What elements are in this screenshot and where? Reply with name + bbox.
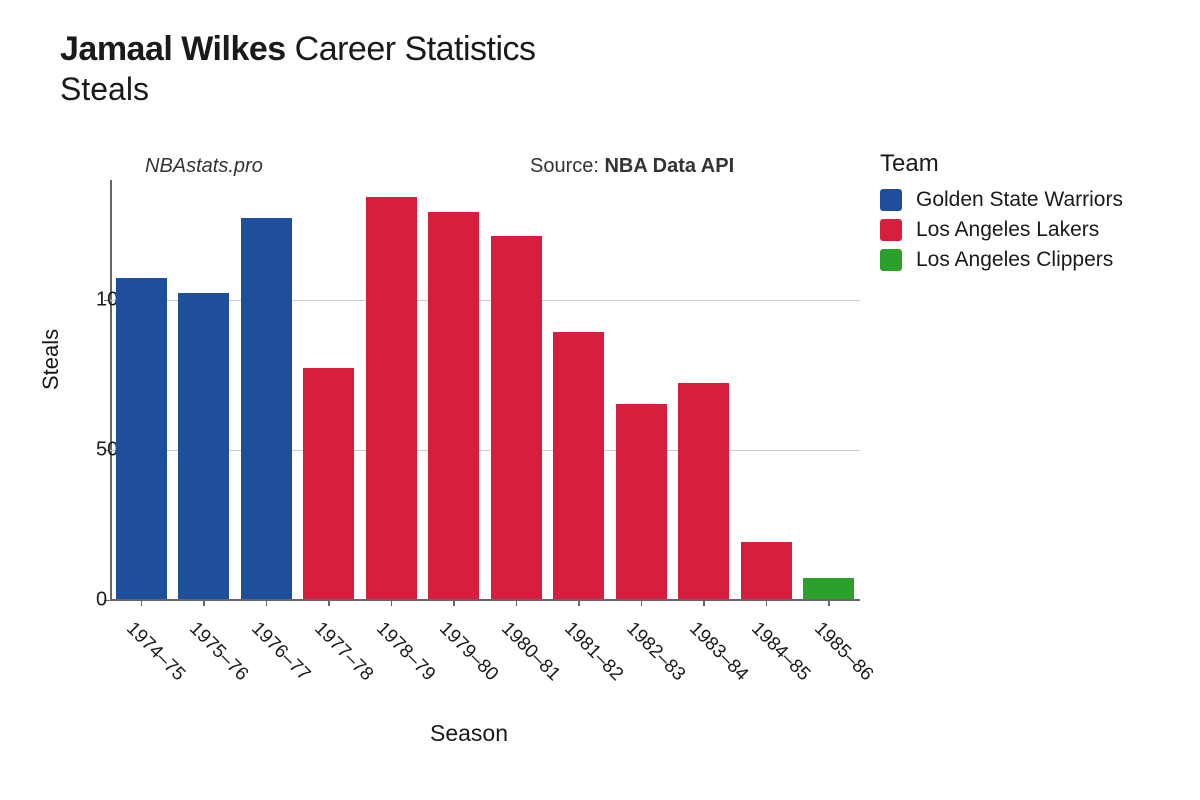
bar (303, 368, 354, 599)
bar (366, 197, 417, 599)
bar (428, 212, 479, 599)
bar (491, 236, 542, 599)
legend: Team Golden State Warriors Los Angeles La… (880, 150, 1123, 278)
legend-label: Los Angeles Lakers (916, 218, 1099, 242)
x-tick (703, 600, 705, 606)
x-tick (578, 600, 580, 606)
x-tick (141, 600, 143, 606)
x-tick-label: 1976–77 (247, 618, 315, 686)
x-tick (203, 600, 205, 606)
x-tick (328, 600, 330, 606)
title-player-name: Jamaal Wilkes (60, 30, 286, 68)
credit-source-name: NBA Data API (604, 155, 734, 177)
bar (741, 542, 792, 599)
bar (116, 278, 167, 599)
x-tick-label: 1980–81 (497, 618, 565, 686)
x-tick (766, 600, 768, 606)
credit-source: Source: NBA Data API (530, 155, 734, 178)
title-suffix: Career Statistics (295, 30, 536, 68)
y-axis-line (110, 180, 112, 600)
legend-title: Team (880, 150, 1123, 178)
bar (616, 404, 667, 599)
x-tick (516, 600, 518, 606)
x-axis-line (110, 599, 860, 601)
legend-item: Los Angeles Lakers (880, 218, 1123, 242)
legend-label: Los Angeles Clippers (916, 248, 1113, 272)
x-tick-label: 1985–86 (809, 618, 877, 686)
x-tick-label: 1982–83 (622, 618, 690, 686)
credit-site: NBAstats.pro (145, 155, 263, 178)
x-tick (641, 600, 643, 606)
x-tick-label: 1978–79 (372, 618, 440, 686)
x-tick-label: 1975–76 (184, 618, 252, 686)
x-tick-label: 1984–85 (747, 618, 815, 686)
x-tick-label: 1983–84 (684, 618, 752, 686)
y-axis-label: Steals (38, 329, 64, 390)
chart-title-stat: Steals (60, 71, 536, 108)
legend-item: Golden State Warriors (880, 188, 1123, 212)
x-tick (453, 600, 455, 606)
x-tick (266, 600, 268, 606)
chart-title-block: Jamaal Wilkes Career Statistics Steals (60, 30, 536, 108)
bar (803, 578, 854, 599)
chart-container: Jamaal Wilkes Career Statistics Steals N… (0, 0, 1200, 800)
x-tick-label: 1981–82 (559, 618, 627, 686)
bar (553, 332, 604, 599)
legend-item: Los Angeles Clippers (880, 248, 1123, 272)
x-tick-label: 1979–80 (434, 618, 502, 686)
legend-swatch (880, 189, 902, 211)
x-tick-label: 1974–75 (122, 618, 190, 686)
legend-swatch (880, 219, 902, 241)
credit-source-prefix: Source: (530, 155, 604, 177)
x-tick (391, 600, 393, 606)
bar (241, 218, 292, 599)
bar (178, 293, 229, 599)
plot-area: 0501001974–751975–761976–771977–781978–7… (110, 180, 860, 600)
legend-label: Golden State Warriors (916, 188, 1123, 212)
x-tick (828, 600, 830, 606)
x-axis-label: Season (430, 720, 508, 747)
chart-title-line-1: Jamaal Wilkes Career Statistics (60, 30, 536, 69)
x-tick-label: 1977–78 (309, 618, 377, 686)
bar (678, 383, 729, 599)
legend-swatch (880, 249, 902, 271)
